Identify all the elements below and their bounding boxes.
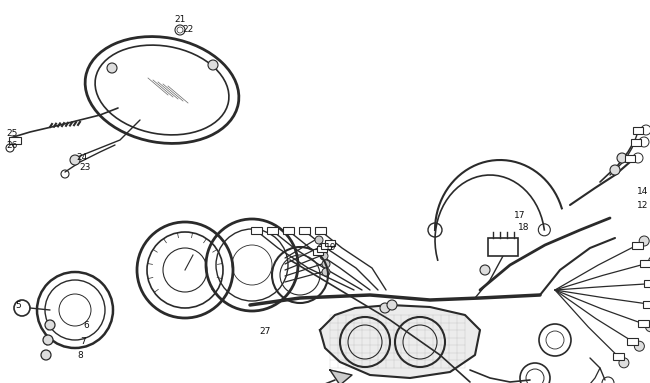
Circle shape: [70, 155, 80, 165]
Circle shape: [619, 358, 629, 368]
Circle shape: [645, 322, 650, 332]
Text: 26: 26: [6, 141, 18, 151]
FancyBboxPatch shape: [640, 260, 650, 267]
Circle shape: [45, 320, 55, 330]
Circle shape: [320, 252, 328, 260]
Text: 12: 12: [637, 200, 649, 210]
Text: 21: 21: [174, 15, 186, 25]
FancyBboxPatch shape: [638, 320, 649, 327]
Text: 27: 27: [259, 327, 270, 337]
FancyBboxPatch shape: [325, 240, 335, 246]
Text: 22: 22: [183, 26, 194, 34]
Text: 5: 5: [15, 301, 21, 309]
Circle shape: [387, 300, 397, 310]
Circle shape: [322, 268, 330, 276]
Circle shape: [322, 260, 330, 268]
FancyBboxPatch shape: [298, 226, 309, 234]
FancyBboxPatch shape: [633, 126, 643, 134]
FancyBboxPatch shape: [283, 226, 294, 234]
Circle shape: [610, 165, 620, 175]
FancyBboxPatch shape: [631, 139, 641, 146]
FancyBboxPatch shape: [632, 242, 643, 249]
Text: 18: 18: [518, 224, 530, 232]
Circle shape: [208, 60, 218, 70]
FancyBboxPatch shape: [250, 226, 261, 234]
FancyBboxPatch shape: [266, 226, 278, 234]
Text: 7: 7: [80, 337, 86, 345]
Circle shape: [41, 350, 51, 360]
Circle shape: [380, 303, 390, 313]
Circle shape: [617, 153, 627, 163]
FancyBboxPatch shape: [644, 280, 650, 287]
Circle shape: [315, 236, 323, 244]
FancyBboxPatch shape: [625, 154, 635, 162]
FancyBboxPatch shape: [9, 136, 21, 144]
FancyBboxPatch shape: [644, 301, 650, 308]
Text: 25: 25: [6, 129, 18, 139]
Text: 6: 6: [83, 321, 89, 331]
Circle shape: [480, 265, 490, 275]
Text: 24: 24: [77, 152, 88, 162]
Polygon shape: [330, 370, 352, 383]
Text: 8: 8: [77, 352, 83, 360]
Circle shape: [649, 256, 650, 266]
Polygon shape: [320, 305, 480, 378]
FancyBboxPatch shape: [488, 238, 518, 256]
FancyBboxPatch shape: [627, 338, 638, 345]
Circle shape: [107, 63, 117, 73]
Text: 17: 17: [514, 211, 526, 219]
Circle shape: [43, 335, 53, 345]
FancyBboxPatch shape: [315, 226, 326, 234]
FancyBboxPatch shape: [613, 354, 624, 360]
FancyBboxPatch shape: [317, 246, 327, 252]
Text: 14: 14: [637, 188, 649, 196]
Circle shape: [639, 236, 649, 246]
Text: 23: 23: [79, 164, 91, 172]
Circle shape: [634, 341, 644, 351]
FancyBboxPatch shape: [313, 249, 323, 255]
FancyBboxPatch shape: [321, 243, 331, 249]
Text: 19: 19: [325, 244, 337, 252]
Circle shape: [318, 244, 326, 252]
